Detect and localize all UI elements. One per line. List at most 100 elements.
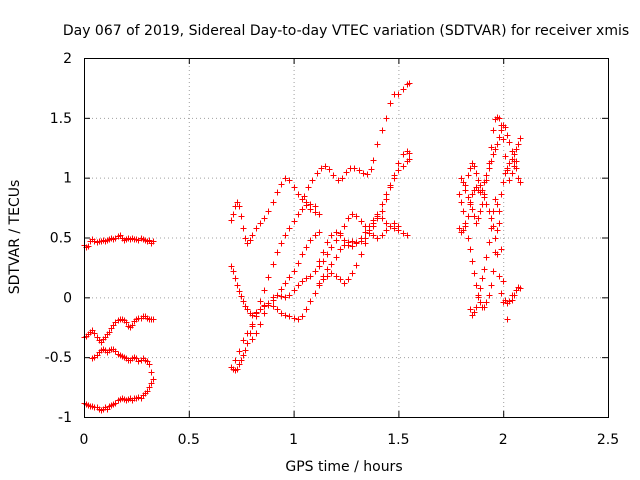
data-point [312, 268, 319, 275]
data-point [471, 163, 478, 170]
data-point [307, 201, 314, 208]
y-tick-label: 0 [63, 290, 72, 306]
data-point [240, 352, 247, 359]
series-arc2-f [301, 80, 413, 200]
data-point [150, 316, 157, 323]
data-point [234, 366, 241, 373]
data-point [387, 223, 394, 230]
data-point [465, 235, 472, 242]
data-point [301, 193, 308, 200]
data-point [490, 223, 497, 230]
data-point [504, 167, 511, 174]
data-point [490, 127, 497, 134]
data-point [261, 215, 268, 222]
data-point [230, 211, 237, 218]
data-point [305, 184, 312, 191]
data-point [374, 213, 381, 220]
data-point [370, 232, 377, 239]
data-point [85, 243, 92, 250]
data-point [282, 232, 289, 239]
data-point [509, 156, 516, 163]
chart-title: Day 067 of 2019, Sidereal Day-to-day VTE… [63, 23, 629, 39]
x-tick-label: 1 [289, 432, 298, 448]
data-point [265, 208, 272, 215]
data-point [234, 199, 241, 206]
data-point [353, 240, 360, 247]
data-point [307, 237, 314, 244]
data-point [282, 175, 289, 182]
data-point [333, 237, 340, 244]
data-point [274, 306, 281, 313]
data-point [295, 191, 302, 198]
data-point [91, 330, 98, 337]
data-point [341, 237, 348, 244]
data-point [513, 158, 520, 165]
series-arc1-top [81, 232, 157, 251]
data-point [316, 211, 323, 218]
data-point [270, 261, 277, 268]
grid-lines [84, 58, 608, 417]
data-point [477, 299, 484, 306]
data-point [465, 194, 472, 201]
data-point [286, 292, 293, 299]
series-arc3-e [462, 160, 516, 323]
data-point [261, 287, 268, 294]
data-point [307, 298, 314, 305]
data-point [316, 280, 323, 287]
data-point [475, 177, 482, 184]
data-point [406, 156, 413, 163]
data-point [387, 100, 394, 107]
data-point [286, 225, 293, 232]
data-point [291, 218, 298, 225]
data-point [360, 170, 367, 177]
x-tick-label: 2.5 [597, 432, 619, 448]
data-point [456, 225, 463, 232]
data-point [370, 217, 377, 224]
plot-frame [84, 58, 609, 418]
data-point [309, 177, 316, 184]
data-point [481, 266, 488, 273]
series-arc3-d [467, 196, 524, 319]
data-point [471, 270, 478, 277]
data-point [324, 251, 331, 258]
data-point [387, 182, 394, 189]
data-point [473, 304, 480, 311]
data-point [483, 254, 490, 261]
data-point [351, 165, 358, 172]
data-point [492, 235, 499, 242]
data-point [242, 347, 249, 354]
data-point [349, 243, 356, 250]
data-point [483, 201, 490, 208]
data-point [324, 266, 331, 273]
data-point [270, 303, 277, 310]
data-point [150, 238, 157, 245]
series-arc1-upper [81, 313, 157, 346]
data-point [337, 232, 344, 239]
data-point [295, 282, 302, 289]
data-point [238, 357, 245, 364]
data-point [232, 357, 239, 364]
data-point [494, 141, 501, 148]
data-point [492, 196, 499, 203]
series-arc1-lower [81, 376, 157, 414]
data-point [249, 336, 256, 343]
data-point [328, 261, 335, 268]
data-point [511, 163, 518, 170]
data-point [383, 115, 390, 122]
data-point [320, 249, 327, 256]
data-point [475, 294, 482, 301]
data-point [462, 220, 469, 227]
data-point [473, 220, 480, 227]
data-point [278, 293, 285, 300]
data-point [391, 175, 398, 182]
data-point [274, 292, 281, 299]
data-point [234, 282, 241, 289]
data-point [370, 157, 377, 164]
data-point [486, 239, 493, 246]
data-point [481, 304, 488, 311]
data-point [333, 229, 340, 236]
data-point [488, 144, 495, 151]
data-point [278, 181, 285, 188]
data-point [494, 201, 501, 208]
data-point [244, 330, 251, 337]
